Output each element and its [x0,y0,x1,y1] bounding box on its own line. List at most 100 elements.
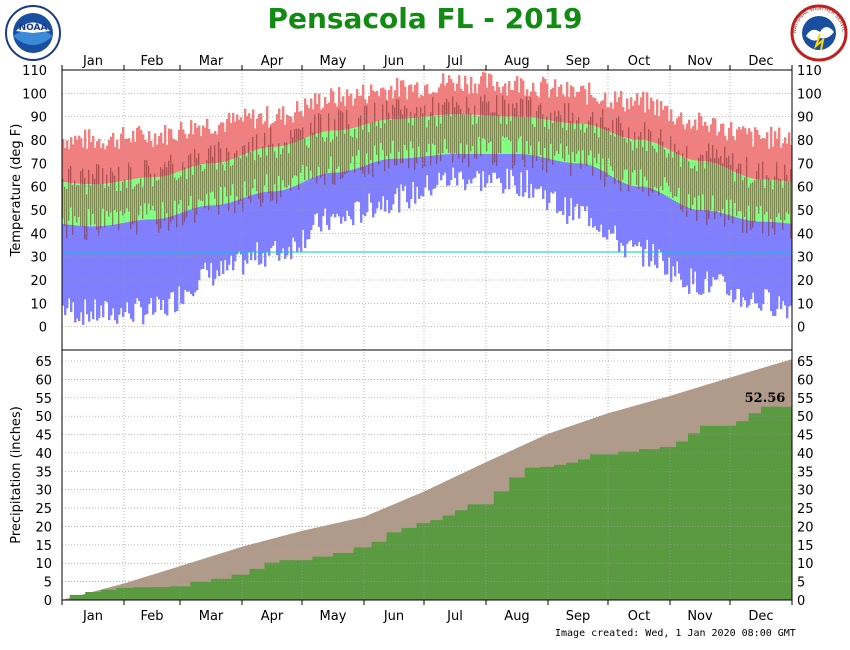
record-low-bar [394,158,397,195]
record-high-bar [66,140,69,183]
record-high-bar [198,125,201,165]
record-low-bar [248,196,251,252]
record-low-bar [632,185,635,247]
record-low-bar [170,216,173,293]
record-low-bar [768,221,771,293]
month-label-bottom: Jan [82,609,103,624]
record-high-bar [486,87,489,116]
observed-temp-bar [784,164,786,221]
observed-temp-bar [504,99,506,138]
record-low-bar [474,154,477,178]
precip-ytick-left: 5 [44,576,52,591]
record-low-bar [182,212,185,305]
record-high-bar [594,98,597,127]
precip-ytick-right: 15 [797,539,814,554]
observed-temp-bar [362,129,364,174]
record-high-bar [652,101,655,143]
record-low-bar [670,198,673,282]
observed-temp-bar [596,123,598,164]
record-low-bar [434,155,437,189]
observed-temp-bar [122,181,124,216]
record-low-bar [194,208,197,293]
observed-temp-bar [180,176,182,200]
observed-temp-bar [378,120,380,165]
observed-temp-bar [174,177,176,201]
record-high-bar [98,138,101,185]
record-low-bar [612,177,615,234]
precip-total-label: 52.56 [745,391,786,406]
observed-temp-bar [708,143,710,220]
record-high-bar [464,75,467,115]
record-low-bar [720,212,723,275]
observed-temp-bar [790,168,792,239]
record-high-bar [424,85,427,117]
record-high-bar [542,76,545,120]
observed-temp-bar [446,98,448,150]
observed-temp-bar [326,137,328,174]
observed-temp-bar [220,148,222,187]
temp-ytick-left: 110 [22,64,47,79]
observed-temp-bar [534,126,536,157]
observed-temp-bar [184,167,186,222]
observed-temp-bar [540,103,542,156]
record-low-bar [574,163,577,207]
observed-temp-bar [110,167,112,213]
record-low-bar [82,225,85,325]
observed-temp-bar [366,105,368,154]
observed-temp-bar [696,170,698,221]
record-high-bar [362,84,365,126]
record-high-bar [592,97,595,126]
observed-temp-bar [388,112,390,169]
observed-temp-bar [332,139,334,185]
observed-temp-bar [78,185,80,218]
record-low-bar [206,205,209,271]
record-low-bar [714,211,717,280]
record-low-bar [458,154,461,173]
record-high-bar [182,129,185,171]
observed-temp-bar [464,114,466,159]
precip-ytick-right: 45 [797,429,814,444]
record-high-bar [178,129,181,172]
record-low-bar [228,202,231,265]
record-high-bar [698,112,701,161]
precip-ytick-left: 15 [35,539,52,554]
record-high-bar [726,140,729,169]
record-high-bar [188,133,191,168]
record-high-bar [330,88,333,131]
observed-temp-bar [648,129,650,196]
record-low-bar [780,222,783,310]
observed-temp-bar [646,151,648,181]
observed-temp-bar [106,174,108,211]
record-high-bar [266,106,269,148]
observed-temp-bar [544,126,546,148]
record-low-bar [536,156,539,190]
record-high-bar [680,112,683,156]
precip-ytick-right: 60 [797,373,814,388]
observed-temp-bar [656,152,658,189]
record-high-bar [394,90,397,119]
temp-ytick-left: 100 [22,87,47,102]
record-high-bar [124,138,127,181]
observed-temp-bar [680,166,682,211]
record-low-bar [476,154,479,171]
observed-temp-bar [194,148,196,223]
record-high-bar [220,122,223,163]
observed-temp-bar [740,163,742,212]
record-low-bar [478,154,481,174]
observed-temp-bar [760,179,762,207]
observed-temp-bar [228,151,230,212]
record-low-bar [264,191,267,267]
observed-temp-bar [278,143,280,176]
observed-temp-bar [452,96,454,163]
record-low-bar [236,200,239,255]
observed-temp-bar [64,186,66,226]
observed-temp-bar [342,112,344,178]
observed-temp-bar [262,146,264,203]
temp-ytick-right: 10 [797,297,814,312]
observed-temp-bar [682,153,684,212]
observed-temp-bar [230,166,232,196]
record-low-bar [456,154,459,186]
observed-temp-bar [730,164,732,200]
observed-temp-bar [732,153,734,224]
record-high-bar [338,87,341,131]
